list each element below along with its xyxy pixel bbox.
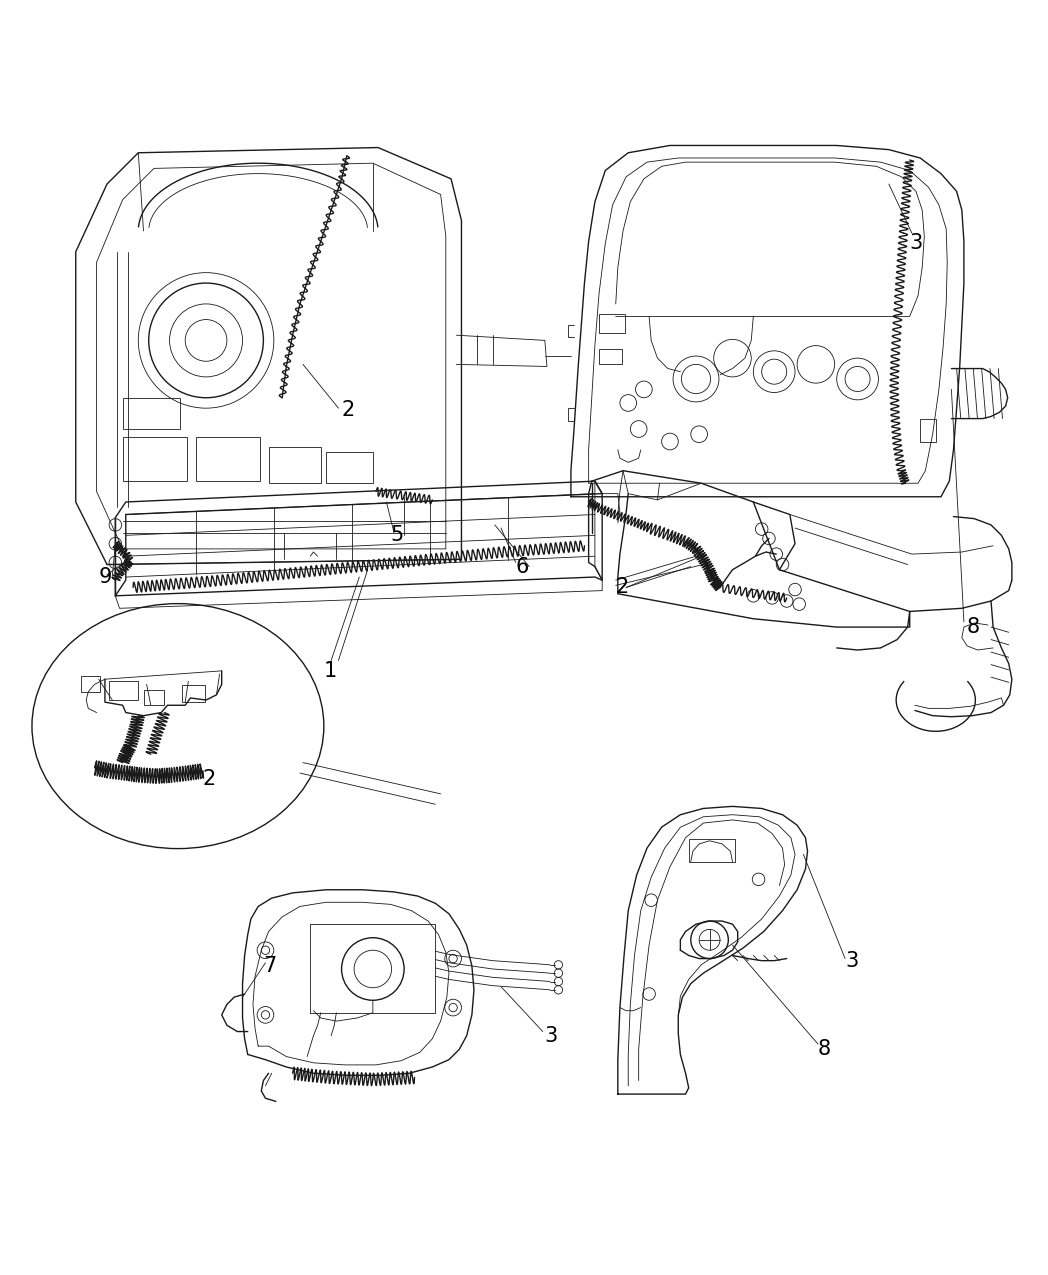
Text: 2: 2	[616, 578, 629, 598]
Bar	[196, 437, 260, 481]
Bar	[268, 446, 321, 483]
Bar	[689, 839, 735, 862]
Bar	[109, 681, 138, 700]
Text: 2: 2	[342, 400, 355, 421]
Bar	[182, 686, 205, 703]
Bar	[599, 315, 625, 333]
Bar	[599, 349, 623, 365]
Bar	[81, 676, 100, 692]
Bar	[920, 418, 936, 441]
Text: 7: 7	[263, 956, 277, 975]
Text: 2: 2	[203, 769, 216, 789]
Text: 3: 3	[545, 1025, 559, 1046]
Text: 6: 6	[516, 557, 529, 576]
Text: 3: 3	[845, 951, 858, 970]
Text: 1: 1	[324, 660, 337, 681]
Bar	[144, 690, 165, 705]
Text: 8: 8	[818, 1039, 831, 1060]
Text: 9: 9	[99, 567, 112, 586]
Text: 8: 8	[967, 617, 980, 638]
Bar	[123, 398, 180, 428]
Text: 3: 3	[910, 233, 923, 254]
Text: 5: 5	[391, 525, 403, 546]
Bar	[326, 451, 373, 483]
Bar	[123, 437, 188, 481]
